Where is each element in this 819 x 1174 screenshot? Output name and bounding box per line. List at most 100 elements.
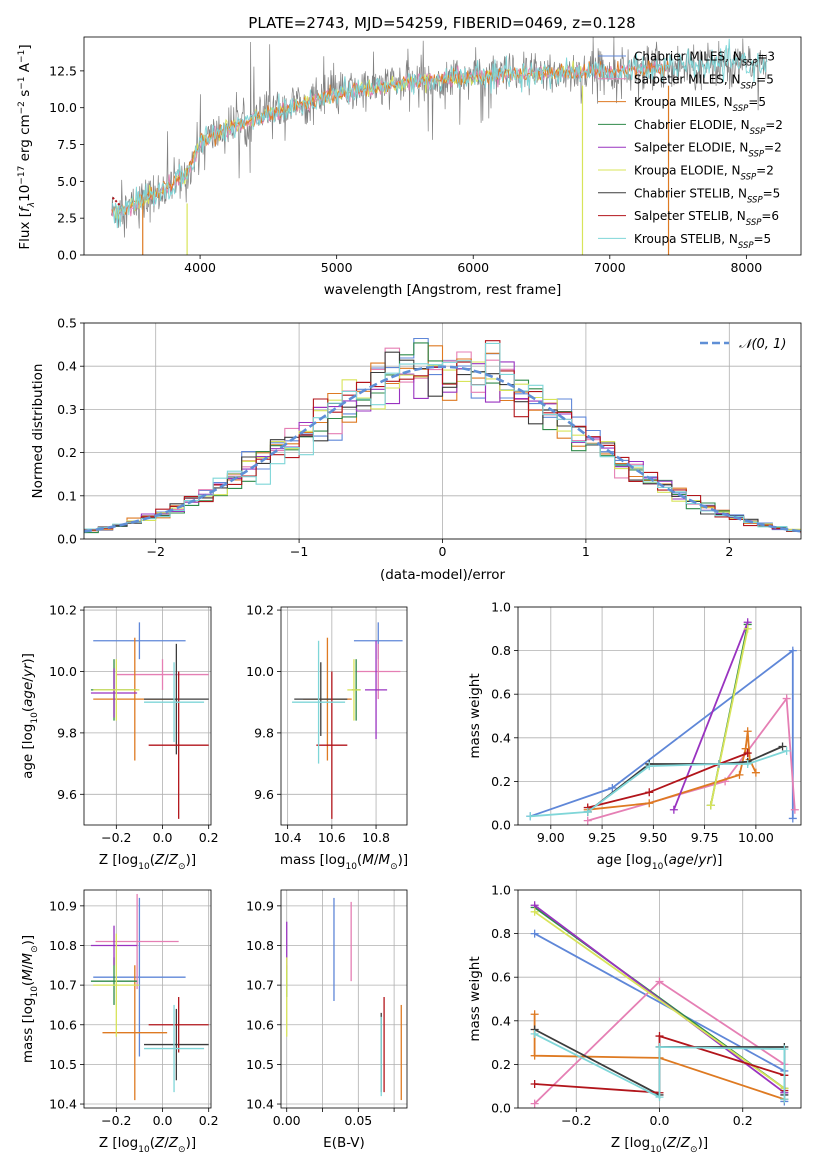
mass_vs_ebv-ytick-label: 10.4 <box>246 1097 274 1112</box>
point-kroupa-stelib <box>292 640 346 764</box>
point-salpeter-elodie <box>90 668 138 718</box>
marker-kroupa-stelib <box>782 746 791 755</box>
weight_vs_age-axes: 9.00 9.25 9.50 9.75 10.00 0.0 0.2 0.4 0.6 0.8 1.0 a… <box>467 600 802 872</box>
mass_vs_Z-xtick-label: −0.2 <box>101 1113 131 1128</box>
age_vs_mass-axes: 10.4 10.6 10.8 9.6 9.8 10.0 10.2 mass [log10(M/… <box>246 603 408 872</box>
marker-salpeter-elodie <box>669 805 678 814</box>
weight_vs_age-xlabel: age [log10(age/yr)] <box>597 852 723 872</box>
point-kroupa-miles <box>102 965 168 1101</box>
weight_vs_Z-frame <box>517 889 802 1109</box>
legend-label-salpeter-stelib: Salpeter STELIB, NSSP=6 <box>634 209 779 228</box>
marker-kroupa-miles <box>751 768 760 777</box>
marker-salpeter-stelib <box>743 749 752 758</box>
point-chabrier-miles <box>93 622 186 660</box>
residuals-ytick-label: 0.5 <box>57 316 77 331</box>
weight_vs_age-xtick-label: 9.00 <box>537 830 565 845</box>
age_vs_mass-xtick-label: 10.8 <box>362 830 390 845</box>
spectrum-title: PLATE=2743, MJD=54259, FIBERID=0469, z=0… <box>248 14 635 32</box>
marker-salpeter-stelib <box>655 1032 664 1041</box>
mass_vs_ebv-axes: 0.00 0.05 10.4 10.5 10.6 10.7 10.8 10.9 E(B-V) <box>246 889 408 1151</box>
weight_vs_age-frame <box>517 606 802 826</box>
age_vs_Z-ylabel: age [log10(age/yr)] <box>20 653 40 779</box>
spectrum-legend: Chabrier MILES, NSSP=3 Salpeter MILES, NS… <box>598 50 783 251</box>
residuals-ytick-label: 0.3 <box>57 402 77 417</box>
age_vs_mass-xtick-label: 10.6 <box>318 830 346 845</box>
mass_vs_ebv-frame <box>280 889 408 1109</box>
weight_vs_age-xtick-label: 9.75 <box>691 830 719 845</box>
marker-salpeter-miles <box>655 977 664 986</box>
histogram-kroupa-miles <box>84 345 801 533</box>
mass_vs_ebv-ytick-label: 10.8 <box>246 938 274 953</box>
weight_vs_age-ytick-label: 0.8 <box>491 643 511 658</box>
age_vs_mass-xtick-label: 10.4 <box>274 830 302 845</box>
age_vs_mass-ytick-label: 10.2 <box>246 603 274 618</box>
point-salpeter-miles <box>356 643 401 700</box>
weight_vs_age-ytick-label: 0.6 <box>491 687 511 702</box>
point-salpeter-stelib <box>148 997 209 1053</box>
marker-salpeter-miles <box>790 805 799 814</box>
spectrum-xtick-label: 4000 <box>184 260 216 275</box>
point-kroupa-elodie <box>347 659 361 721</box>
spectrum-xtick-label: 6000 <box>457 260 489 275</box>
mass_vs_Z-ylabel: mass [log10(M/M⊙)] <box>20 935 40 1063</box>
series-salpeter-elodie <box>669 618 752 814</box>
mass_vs_Z-frame <box>83 889 212 1109</box>
point-chabrier-stelib <box>144 1008 209 1081</box>
mass_vs_Z-ytick-label: 10.4 <box>49 1097 77 1112</box>
weight_vs_Z-ylabel: mass weight <box>467 956 483 1041</box>
marker-kroupa-stelib <box>655 1093 664 1102</box>
marker-chabrier-miles <box>788 646 797 655</box>
weight_vs_age-ytick-label: 0.0 <box>491 818 511 833</box>
weight_vs_Z-ytick-label: 0.6 <box>491 970 511 985</box>
weight_vs_Z-xlabel: Z [log10(Z/Z⊙)] <box>611 1135 708 1155</box>
age_vs_Z-ytick-label: 9.8 <box>57 725 77 740</box>
marker-salpeter-stelib <box>530 1080 539 1089</box>
weight_vs_Z-axes: −0.2 0.0 0.2 0.0 0.2 0.4 0.6 0.8 1.0 Z [log10(Z/Z… <box>467 883 802 1155</box>
weight_vs_Z-ytick-label: 0.4 <box>491 1013 511 1028</box>
histogram-chabrier-elodie <box>84 342 801 534</box>
spectrum-xtick-label: 8000 <box>730 260 762 275</box>
series-kroupa-stelib <box>530 1029 789 1104</box>
legend-label-chabrier-elodie: Chabrier ELODIE, NSSP=2 <box>634 118 783 137</box>
point-kroupa-elodie <box>93 933 140 1037</box>
marker-kroupa-stelib <box>645 762 654 771</box>
residuals-ytick-label: 0.2 <box>57 445 77 460</box>
mass_vs_ebv-ytick-label: 10.9 <box>246 898 274 913</box>
spectrum-frame <box>83 36 802 256</box>
marker-kroupa-stelib <box>526 812 535 821</box>
weight_vs_age-ytick-label: 0.4 <box>491 730 511 745</box>
residuals-xtick-label: 0 <box>439 544 447 559</box>
age_vs_mass-ytick-label: 9.6 <box>254 787 274 802</box>
residuals-xtick-label: 2 <box>725 544 733 559</box>
spectrum-xtick-label: 5000 <box>321 260 353 275</box>
residuals-frame <box>83 322 802 540</box>
legend-label-salpeter-elodie: Salpeter ELODIE, NSSP=2 <box>634 141 782 160</box>
age_vs_mass-ytick-label: 9.8 <box>254 725 274 740</box>
weight_vs_Z-xtick-label: 0.0 <box>650 1113 670 1128</box>
spectrum-xtick-label: 7000 <box>594 260 626 275</box>
mass_vs_ebv-ytick-label: 10.5 <box>246 1057 274 1072</box>
point-chabrier-miles <box>93 897 186 1057</box>
weight_vs_Z-xtick-label: 0.2 <box>733 1113 753 1128</box>
legend-label-kroupa-miles: Kroupa MILES, NSSP=5 <box>634 95 766 114</box>
point-salpeter-stelib <box>148 671 209 819</box>
histogram-chabrier-stelib <box>84 351 801 534</box>
weight_vs_age-xtick-label: 10.00 <box>738 830 774 845</box>
residuals-histograms <box>84 337 801 534</box>
spectrum-model-kroupa-miles <box>111 59 669 219</box>
legend-label-salpeter-miles: Salpeter MILES, NSSP=5 <box>634 72 774 91</box>
spectrum-xlabel: wavelength [Angstrom, rest frame] <box>324 282 562 298</box>
marker-salpeter-miles <box>583 816 592 825</box>
mass_vs_ebv-xtick-label: 0.05 <box>344 1113 372 1128</box>
point-chabrier-stelib <box>294 662 348 736</box>
mass_vs_Z-ytick-label: 10.6 <box>49 1017 77 1032</box>
mass_vs_Z-axes: −0.2 0.0 0.2 10.4 10.5 10.6 10.7 10.8 10.9 Z [log… <box>20 889 219 1155</box>
spectrum-model-kroupa-stelib <box>112 38 767 229</box>
age_vs_Z-xlabel: Z [log10(Z/Z⊙)] <box>99 852 196 872</box>
age_vs_mass-frame <box>280 606 408 826</box>
residuals-axes: −2 −1 0 1 2 0.0 0.1 0.2 0.3 0.4 0.5 𝒩(0, 1) (data-mo… <box>30 316 802 583</box>
normal-curve <box>84 365 801 533</box>
marker-kroupa-stelib <box>743 759 752 768</box>
weight_vs_Z-ytick-label: 0.2 <box>491 1057 511 1072</box>
residuals-ylabel: Normed distribution <box>30 364 46 499</box>
